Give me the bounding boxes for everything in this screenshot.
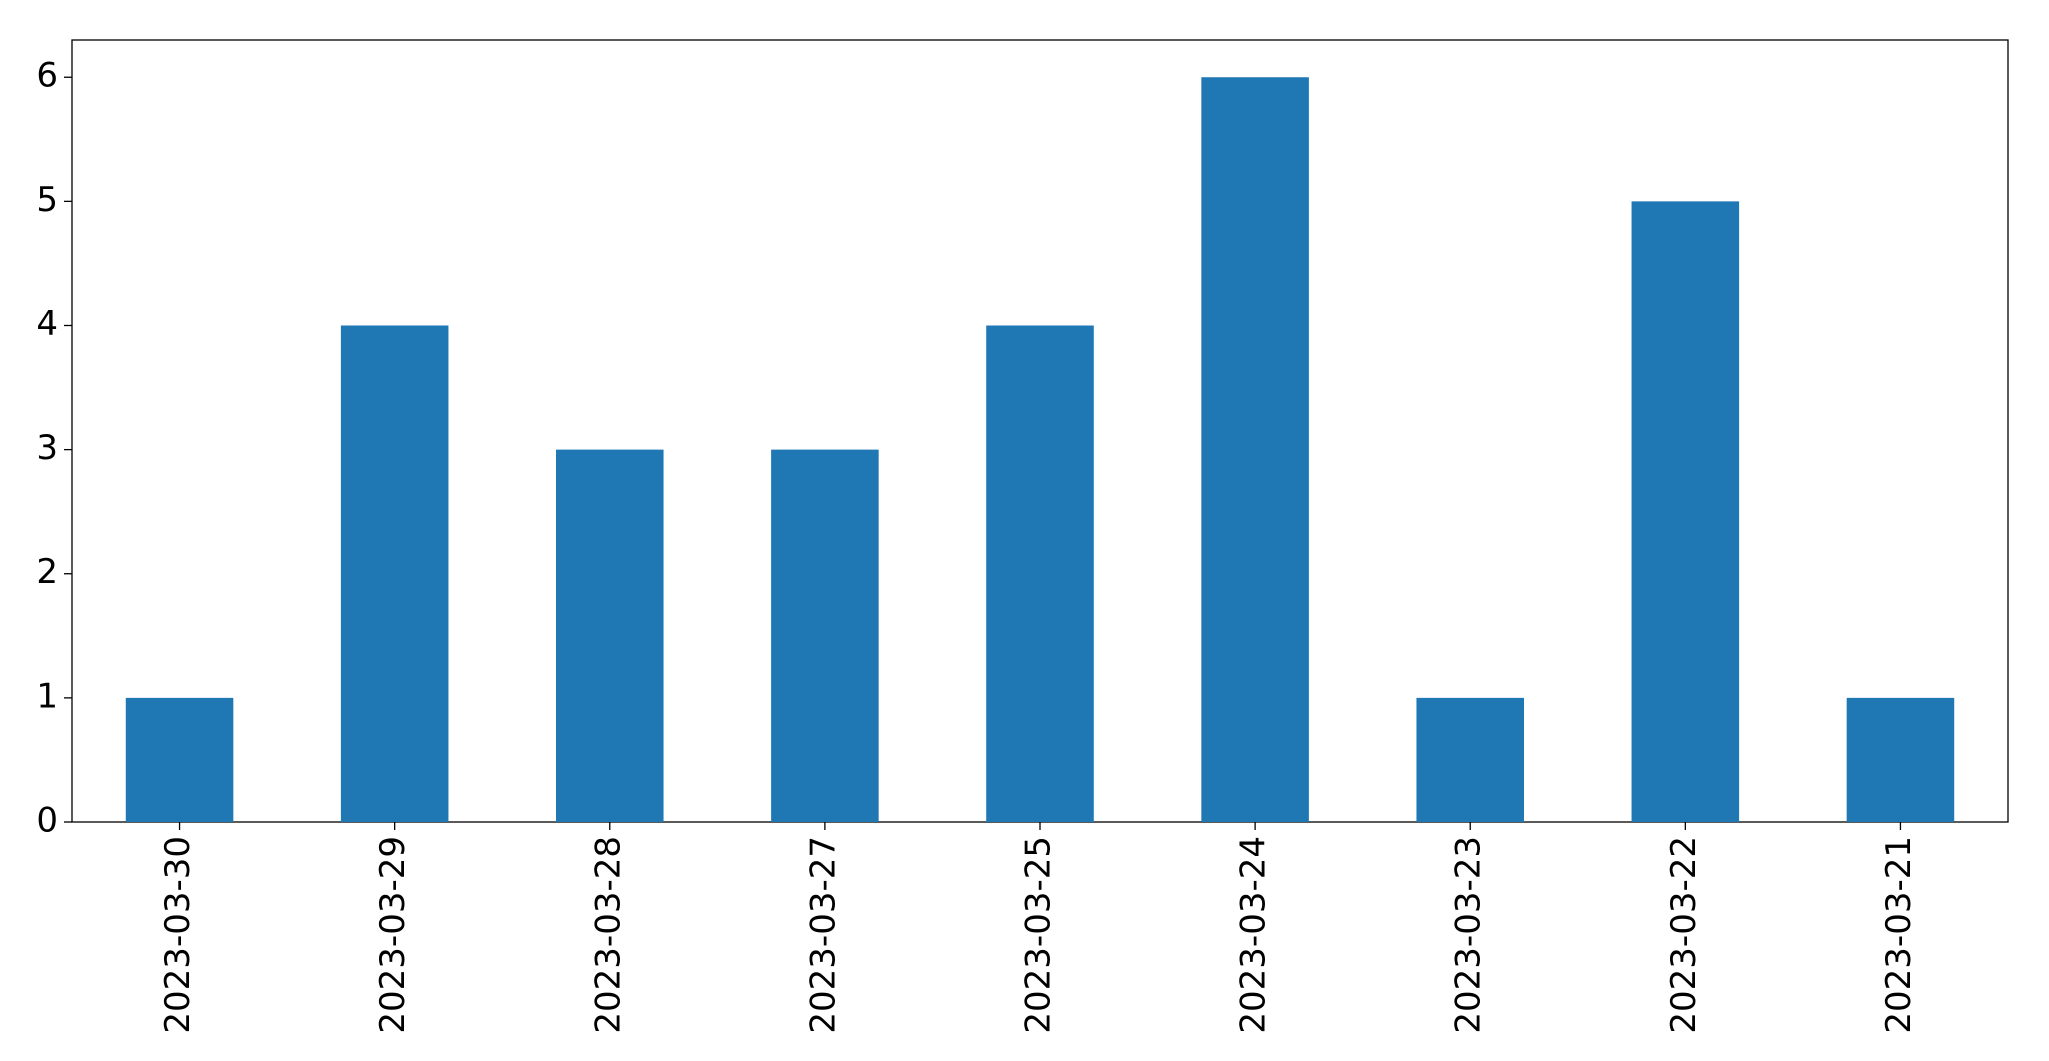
x-tick-label: 2023-03-29 bbox=[373, 836, 413, 1034]
x-tick-label: 2023-03-23 bbox=[1449, 836, 1489, 1034]
bar bbox=[556, 449, 664, 822]
bar bbox=[340, 325, 449, 822]
x-tick-label: 2023-03-30 bbox=[158, 836, 198, 1034]
y-tick-label: 5 bbox=[36, 180, 58, 220]
y-tick-label: 6 bbox=[36, 56, 58, 96]
y-tick-label: 0 bbox=[36, 801, 58, 841]
bar bbox=[986, 325, 1094, 822]
bar bbox=[125, 697, 234, 822]
x-tick-label: 2023-03-21 bbox=[1879, 836, 1919, 1034]
y-tick-label: 4 bbox=[36, 304, 58, 344]
x-tick-label: 2023-03-22 bbox=[1664, 836, 1704, 1034]
x-tick-label: 2023-03-27 bbox=[803, 836, 843, 1034]
bar bbox=[1846, 697, 1955, 822]
bar bbox=[1416, 697, 1524, 822]
bar bbox=[771, 449, 879, 822]
bar bbox=[1201, 77, 1309, 822]
x-tick-label: 2023-03-24 bbox=[1234, 836, 1274, 1034]
x-tick-label: 2023-03-28 bbox=[588, 836, 628, 1034]
bar bbox=[1631, 201, 1740, 822]
x-tick-label: 2023-03-25 bbox=[1019, 836, 1059, 1034]
y-tick-label: 1 bbox=[36, 676, 58, 716]
y-tick-label: 3 bbox=[36, 428, 58, 468]
y-tick-label: 2 bbox=[36, 552, 58, 592]
